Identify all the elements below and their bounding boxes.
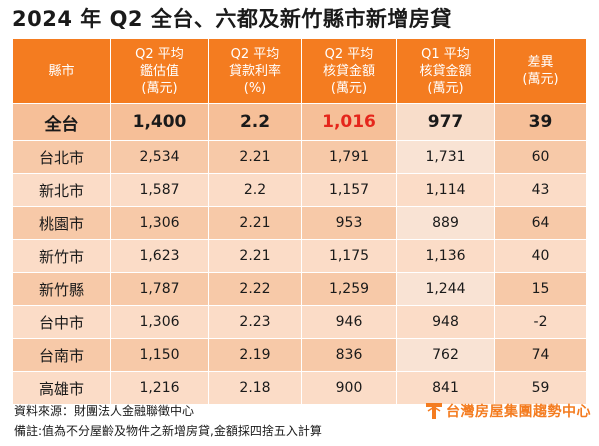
cell-q2-rate: 2.18 [208, 371, 302, 405]
cell-q2-rate: 2.21 [208, 206, 302, 240]
cell-q1-loan: 841 [396, 371, 495, 405]
cell-difference: 59 [494, 371, 587, 405]
cell-q2-loan: 836 [301, 338, 397, 372]
cell-q2-rate: 2.21 [208, 239, 302, 273]
table-header-row: 縣市 Q2 平均 鑑估值 (萬元) Q2 平均 貸款利率 (%) Q2 平均 核貸金額 (萬… [12, 38, 587, 104]
brand-logo: 台灣房屋集團趨勢中心 [425, 400, 595, 422]
cell-q2-rate: 2.23 [208, 305, 302, 339]
cell-q1-loan: 1,731 [396, 140, 495, 174]
cell-difference: 43 [494, 173, 587, 207]
cell-q2-loan: 946 [301, 305, 397, 339]
cell-difference: 15 [494, 272, 587, 306]
cell-county: 桃園市 [12, 206, 111, 240]
cell-county: 新北市 [12, 173, 111, 207]
table-row: 新北市 1,587 2.2 1,157 1,114 43 [12, 173, 587, 207]
cell-q2-loan: 1,157 [301, 173, 397, 207]
cell-difference: 64 [494, 206, 587, 240]
cell-q2-loan: 953 [301, 206, 397, 240]
cell-county: 台南市 [12, 338, 111, 372]
cell-q2-loan: 1,175 [301, 239, 397, 273]
table-row: 台南市 1,150 2.19 836 762 74 [12, 338, 587, 372]
table-row: 台北市 2,534 2.21 1,791 1,731 60 [12, 140, 587, 174]
cell-difference: 60 [494, 140, 587, 174]
brand-name: 台灣房屋集團趨勢中心 [446, 404, 591, 420]
remark-note: 備註:值為不分屋齡及物件之新增房貸,金額採四捨五入計算 [14, 424, 322, 438]
cell-q1-loan: 977 [396, 103, 495, 141]
cell-q2-rate: 2.21 [208, 140, 302, 174]
table-row: 桃園市 1,306 2.21 953 889 64 [12, 206, 587, 240]
cell-q2-appraisal: 1,150 [110, 338, 209, 372]
cell-county: 台中市 [12, 305, 111, 339]
header-q2-rate: Q2 平均 貸款利率 (%) [208, 38, 302, 104]
cell-difference: -2 [494, 305, 587, 339]
cell-q2-rate: 2.19 [208, 338, 302, 372]
table-row: 新竹縣 1,787 2.22 1,259 1,244 15 [12, 272, 587, 306]
header-q1-loan: Q1 平均 核貸金額 (萬元) [396, 38, 495, 104]
cell-q2-rate: 2.22 [208, 272, 302, 306]
cell-q2-appraisal: 2,534 [110, 140, 209, 174]
cell-q2-appraisal: 1,400 [110, 103, 209, 141]
table-row: 新竹市 1,623 2.21 1,175 1,136 40 [12, 239, 587, 273]
cell-q2-appraisal: 1,306 [110, 206, 209, 240]
header-q2-loan: Q2 平均 核貸金額 (萬元) [301, 38, 397, 104]
cell-q2-loan: 1,259 [301, 272, 397, 306]
cell-q2-rate: 2.2 [208, 103, 302, 141]
page-title: 2024 年 Q2 全台、六都及新竹縣市新增房貸 [12, 7, 452, 31]
header-q2-appraisal: Q2 平均 鑑估值 (萬元) [110, 38, 209, 104]
house-logo-icon [426, 403, 442, 419]
cell-q1-loan: 1,114 [396, 173, 495, 207]
cell-county: 新竹縣 [12, 272, 111, 306]
cell-county: 新竹市 [12, 239, 111, 273]
cell-q1-loan: 889 [396, 206, 495, 240]
cell-county: 全台 [12, 103, 111, 141]
cell-q2-loan: 1,791 [301, 140, 397, 174]
cell-q2-rate: 2.2 [208, 173, 302, 207]
cell-difference: 40 [494, 239, 587, 273]
table-row: 高雄市 1,216 2.18 900 841 59 [12, 371, 587, 405]
cell-county: 高雄市 [12, 371, 111, 405]
cell-q2-loan: 1,016 [301, 103, 397, 141]
cell-q2-appraisal: 1,306 [110, 305, 209, 339]
cell-q1-loan: 1,244 [396, 272, 495, 306]
cell-q2-loan: 900 [301, 371, 397, 405]
table-row-total: 全台 1,400 2.2 1,016 977 39 [12, 103, 587, 141]
mortgage-table: 縣市 Q2 平均 鑑估值 (萬元) Q2 平均 貸款利率 (%) Q2 平均 核貸金額 (萬… [12, 38, 587, 405]
cell-q1-loan: 948 [396, 305, 495, 339]
cell-q1-loan: 762 [396, 338, 495, 372]
cell-q2-appraisal: 1,787 [110, 272, 209, 306]
cell-difference: 74 [494, 338, 587, 372]
source-note: 資料來源：財團法人金融聯徵中心 [14, 404, 195, 418]
cell-difference: 39 [494, 103, 587, 141]
cell-q2-appraisal: 1,216 [110, 371, 209, 405]
cell-q1-loan: 1,136 [396, 239, 495, 273]
table-row: 台中市 1,306 2.23 946 948 -2 [12, 305, 587, 339]
header-county: 縣市 [12, 38, 111, 104]
cell-county: 台北市 [12, 140, 111, 174]
header-difference: 差異 (萬元) [494, 38, 587, 104]
cell-q2-appraisal: 1,623 [110, 239, 209, 273]
cell-q2-appraisal: 1,587 [110, 173, 209, 207]
